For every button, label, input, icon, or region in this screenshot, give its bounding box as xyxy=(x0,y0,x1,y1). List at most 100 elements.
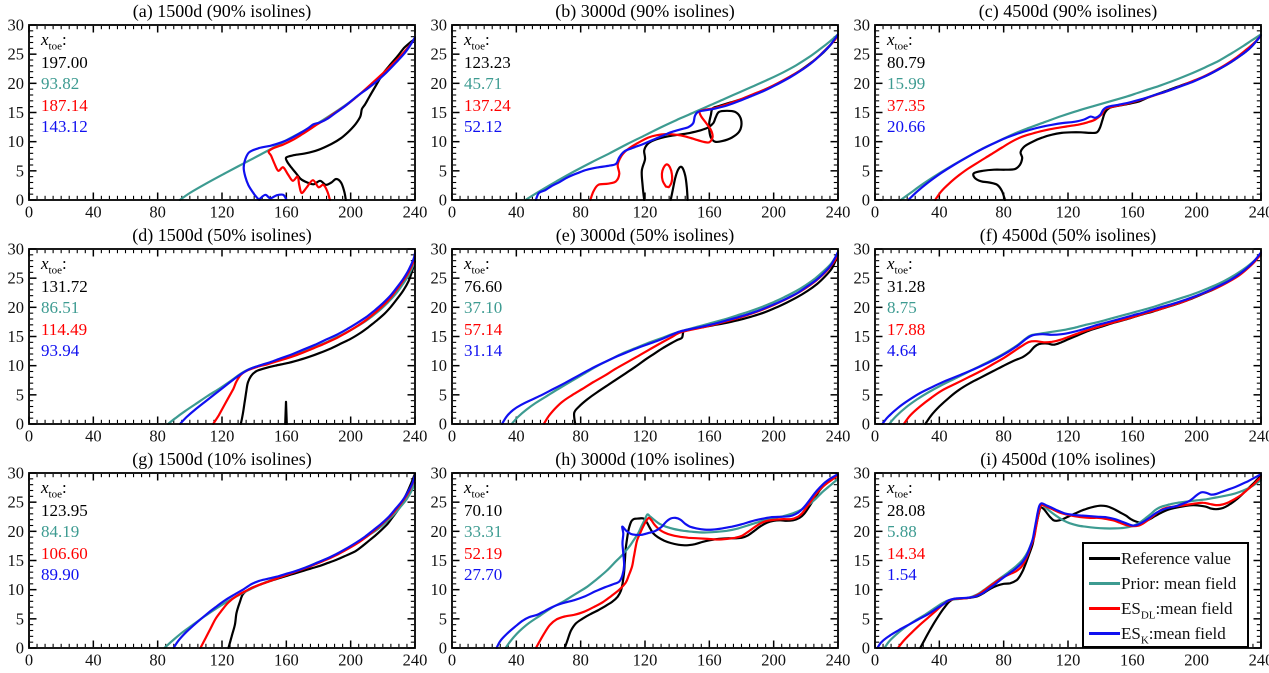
y-tick-label: 10 xyxy=(431,580,448,599)
subplot-title: (a) 1500d (90% isolines) xyxy=(132,1,312,21)
x-tick-label: 40 xyxy=(85,651,102,670)
x-tick-label: 120 xyxy=(1056,203,1081,222)
xtoe-value-reference: 123.23 xyxy=(464,52,511,72)
xtoe-value-esk: 143.12 xyxy=(41,117,88,136)
y-tick-label: 20 xyxy=(431,74,448,93)
x-tick-label: 200 xyxy=(761,427,786,446)
subplot-title: (g) 1500d (10% isolines) xyxy=(132,449,312,469)
tick-labels: 0 40 80 120 160 200 240 0 5 10 15 20 25 30 xyxy=(854,240,1269,446)
x-tick-label: 240 xyxy=(403,203,428,222)
x-tick-label: 200 xyxy=(1184,427,1209,446)
xtoe-colon: : xyxy=(62,478,67,497)
xtoe-value-esk: 4.64 xyxy=(887,341,917,360)
y-tick-label: 25 xyxy=(8,493,25,512)
curve-extra-esdl xyxy=(660,163,674,189)
x-tick-label: 120 xyxy=(210,203,235,222)
x-tick-label: 0 xyxy=(448,427,456,446)
y-tick-label: 30 xyxy=(854,240,871,259)
plot-canvas: 0 40 80 120 160 200 240 0 5 10 15 20 25 30 xyxy=(431,464,851,670)
xtoe-value-esk: 1.54 xyxy=(887,565,917,584)
curve-prior xyxy=(167,257,416,425)
y-tick-label: 30 xyxy=(8,16,25,35)
xtoe-colon: : xyxy=(485,478,490,497)
tick-labels: 0 40 80 120 160 200 240 0 5 10 15 20 25 30 xyxy=(8,16,428,222)
xtoe-value-esk: 20.66 xyxy=(887,117,926,136)
tick-labels: 0 40 80 120 160 200 240 0 5 10 15 20 25 30 xyxy=(431,240,851,446)
y-tick-label: 10 xyxy=(431,356,448,375)
x-tick-label: 80 xyxy=(149,203,166,222)
x-tick-label: 120 xyxy=(633,203,658,222)
y-tick-label: 15 xyxy=(8,327,25,346)
legend-label-post: :mean field xyxy=(1148,623,1226,643)
x-tick-label: 160 xyxy=(274,203,299,222)
xtoe-value-esdl: 187.14 xyxy=(41,95,88,115)
x-tick-label: 80 xyxy=(572,427,589,446)
axis-box xyxy=(28,248,416,425)
xtoe-value-esk: 93.94 xyxy=(41,341,80,360)
x-tick-label: 160 xyxy=(1120,427,1145,446)
subplot-title: (d) 1500d (50% isolines) xyxy=(132,225,312,245)
x-tick-label: 0 xyxy=(25,203,33,222)
plot-canvas: 0 40 80 120 160 200 240 0 5 10 15 20 25 30 xyxy=(8,464,428,670)
y-tick-label: 30 xyxy=(431,16,448,35)
legend-line-sample xyxy=(1089,557,1120,560)
x-tick-label: 240 xyxy=(826,203,851,222)
y-tick-label: 15 xyxy=(8,103,25,122)
curve-esk xyxy=(178,252,416,425)
y-tick-label: 5 xyxy=(439,609,447,628)
curve-extra-esk xyxy=(258,193,288,201)
curve-reference xyxy=(972,33,1262,201)
xtoe-value-reference: 70.10 xyxy=(464,500,503,520)
xtoe-header: xtoe: xyxy=(41,29,88,52)
plot-canvas: 0 40 80 120 160 200 240 0 5 10 15 20 25 30 xyxy=(431,16,851,222)
y-tick-label: 5 xyxy=(16,385,24,404)
plot-canvas: 0 40 80 120 160 200 240 0 5 10 15 20 25 30 xyxy=(854,240,1269,446)
xtoe-value-prior: 37.10 xyxy=(464,298,503,317)
x-tick-label: 240 xyxy=(826,651,851,670)
x-tick-label: 200 xyxy=(338,203,363,222)
x-tick-label: 240 xyxy=(403,651,428,670)
axis-ticks xyxy=(874,24,1262,201)
subplot-e: (e) 3000d (50% isolines) 0 40 80 120 160 200 24… xyxy=(423,224,851,448)
y-tick-label: 15 xyxy=(854,551,871,570)
legend-label-sub: DL xyxy=(1140,608,1156,621)
curve-esk xyxy=(500,250,839,425)
y-tick-label: 25 xyxy=(854,269,871,288)
curve-esdl xyxy=(267,37,416,201)
xtoe-annotation: xtoe: 80.79 15.99 37.35 20.66 xyxy=(887,29,925,138)
axis-box xyxy=(28,24,416,201)
xtoe-value-reference: 197.00 xyxy=(41,52,88,72)
x-tick-label: 80 xyxy=(995,651,1012,670)
xtoe-value-esdl: 57.14 xyxy=(464,319,503,339)
xtoe-value-prior: 33.31 xyxy=(464,522,503,541)
x-tick-label: 120 xyxy=(633,651,658,670)
legend-label: ESDL:mean field xyxy=(1121,599,1232,621)
xtoe-colon: : xyxy=(62,30,67,49)
legend-label: ESK:mean field xyxy=(1121,623,1226,646)
isoline-curves xyxy=(876,473,1262,649)
subplot-title: (e) 3000d (50% isolines) xyxy=(555,225,735,245)
xtoe-value-esdl: 52.19 xyxy=(464,543,503,563)
xtoe-value-prior: 93.82 xyxy=(41,74,80,93)
curve-prior xyxy=(524,33,839,201)
y-tick-label: 20 xyxy=(854,522,871,541)
y-tick-label: 20 xyxy=(854,298,871,317)
xtoe-sub: toe xyxy=(894,488,908,501)
y-tick-label: 25 xyxy=(854,45,871,64)
curve-prior xyxy=(163,481,416,649)
axis-ticks xyxy=(28,24,416,201)
y-tick-label: 10 xyxy=(8,132,25,151)
y-tick-label: 20 xyxy=(8,74,25,93)
isoline-curves xyxy=(163,472,416,649)
y-tick-label: 5 xyxy=(16,161,24,180)
y-tick-label: 20 xyxy=(431,522,448,541)
xtoe-value-esdl: 17.88 xyxy=(887,319,926,339)
x-tick-label: 200 xyxy=(761,203,786,222)
x-tick-label: 120 xyxy=(210,427,235,446)
xtoe-var: x xyxy=(41,254,49,273)
xtoe-value-reference: 131.72 xyxy=(41,276,88,296)
x-tick-label: 0 xyxy=(448,203,456,222)
y-tick-label: 30 xyxy=(8,240,25,259)
y-tick-label: 10 xyxy=(854,580,871,599)
y-tick-label: 30 xyxy=(854,464,871,483)
